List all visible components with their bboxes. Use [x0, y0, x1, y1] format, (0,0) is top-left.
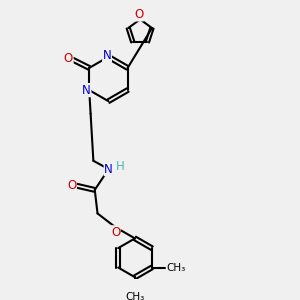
Text: O: O	[111, 226, 120, 239]
Text: CH₃: CH₃	[125, 292, 145, 300]
Text: N: N	[82, 84, 91, 97]
Text: N: N	[104, 163, 113, 176]
Text: O: O	[67, 179, 76, 192]
Text: O: O	[134, 8, 143, 21]
Text: O: O	[64, 52, 73, 65]
Text: CH₃: CH₃	[166, 262, 185, 272]
Text: N: N	[103, 49, 111, 62]
Text: H: H	[116, 160, 124, 173]
